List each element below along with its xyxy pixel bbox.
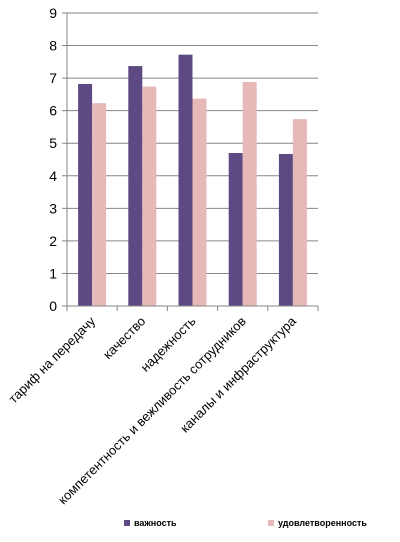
- bar-series1-1: [128, 66, 143, 306]
- bars: [78, 54, 307, 307]
- bar-series2-1: [142, 86, 157, 306]
- bar-series1-0: [78, 83, 93, 307]
- y-tick-label: 2: [49, 233, 57, 249]
- y-tick-label: 6: [49, 103, 57, 119]
- y-tick-label: 8: [49, 38, 57, 54]
- bar-series1-3: [228, 152, 243, 306]
- x-category-labels: тариф на передачу качествонадежностькомпе…: [6, 313, 300, 507]
- bar-series2-3: [242, 82, 257, 306]
- legend-label-2: удовлетворенность: [278, 518, 367, 528]
- y-tick-label: 4: [49, 168, 57, 184]
- x-category-label: компетентность и вежливость сотрудников: [55, 313, 249, 507]
- bar-series1-2: [178, 54, 193, 306]
- y-tick-label: 3: [49, 200, 57, 216]
- y-tick-label: 1: [49, 265, 57, 281]
- x-category-label: качество: [100, 314, 148, 362]
- bar-series1-4: [278, 153, 293, 306]
- bar-series2-0: [92, 103, 107, 306]
- legend: важность удовлетворенность: [124, 518, 367, 528]
- y-tick-label: 7: [49, 70, 57, 86]
- bar-series2-2: [192, 98, 207, 306]
- y-tick-label: 9: [49, 5, 57, 21]
- bar-series2-4: [292, 119, 307, 307]
- axes: [62, 12, 319, 311]
- y-tick-labels: 0 1 2 3 4 5 6 7 8 9: [49, 5, 57, 314]
- y-tick-label: 0: [49, 298, 57, 314]
- x-category-label: тариф на передачу: [6, 313, 99, 406]
- legend-swatch-1: [124, 520, 130, 526]
- y-tick-label: 5: [49, 135, 57, 151]
- legend-label-1: важность: [134, 518, 177, 528]
- legend-swatch-2: [268, 520, 274, 526]
